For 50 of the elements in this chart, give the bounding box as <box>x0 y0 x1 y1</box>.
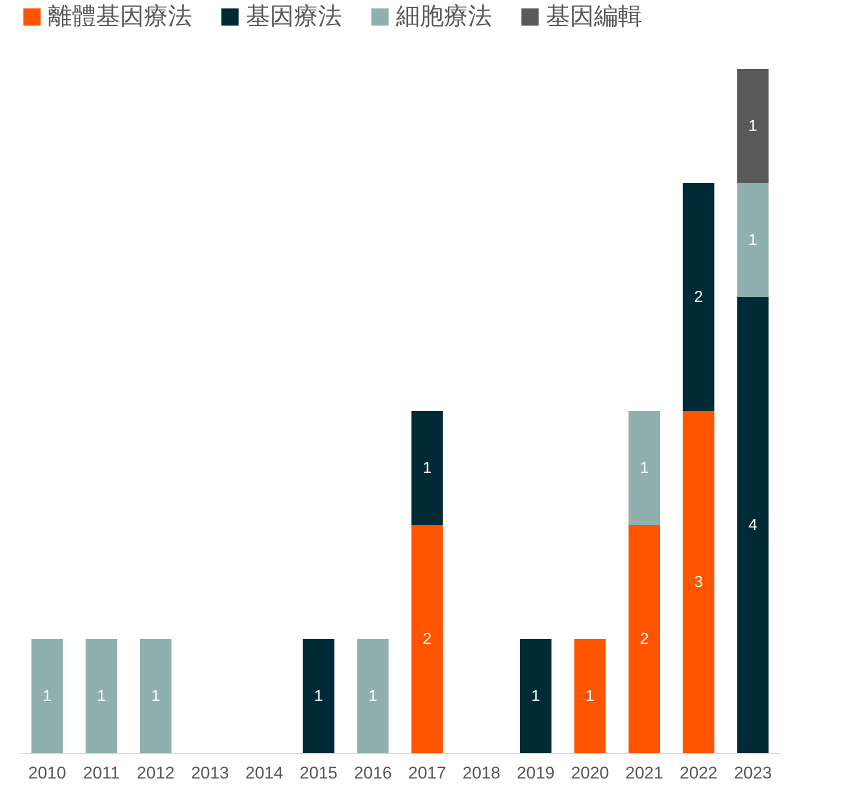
bar <box>737 69 769 183</box>
data-label: 1 <box>368 688 378 705</box>
data-label: 1 <box>314 688 324 705</box>
x-tick-label: 2012 <box>136 764 175 782</box>
bar <box>140 639 172 753</box>
data-label: 1 <box>748 118 758 135</box>
x-tick-label: 2020 <box>571 764 609 782</box>
legend-label: 離體基因療法 <box>48 3 192 30</box>
x-tick-label: 2021 <box>625 764 664 782</box>
x-tick-label: 2013 <box>191 764 229 782</box>
data-label: 1 <box>422 460 432 477</box>
data-label: 2 <box>694 289 704 306</box>
bar <box>737 183 769 297</box>
bar <box>411 411 443 525</box>
bar <box>357 639 389 753</box>
data-label: 4 <box>748 517 758 534</box>
bar <box>737 297 769 753</box>
data-label: 2 <box>422 631 432 648</box>
bar <box>302 639 334 753</box>
x-tick-label: 2019 <box>516 764 555 782</box>
data-label: 1 <box>640 460 649 477</box>
x-tick-label: 2017 <box>408 764 446 782</box>
x-tick-label: 2010 <box>28 764 66 782</box>
legend-label: 基因療法 <box>246 3 342 30</box>
data-label: 1 <box>586 688 595 705</box>
bar <box>520 639 552 753</box>
x-tick-label: 2018 <box>462 764 500 782</box>
data-label: 1 <box>748 232 758 249</box>
bar <box>628 525 660 753</box>
x-tick-label: 2023 <box>734 764 772 782</box>
data-label: 1 <box>531 688 540 705</box>
legend-label: 細胞療法 <box>395 3 492 30</box>
x-tick-label: 2011 <box>83 764 120 782</box>
bar <box>682 183 714 411</box>
x-tick-label: 2022 <box>680 764 718 782</box>
data-label: 1 <box>151 688 160 705</box>
bar <box>411 525 443 753</box>
legend-label: 基因編輯 <box>546 3 642 30</box>
data-label: 1 <box>42 688 52 705</box>
bar <box>628 411 660 525</box>
x-tick-label: 2015 <box>300 764 338 782</box>
data-label: 1 <box>96 688 106 705</box>
bar <box>31 639 63 753</box>
x-tick-label: 2014 <box>245 764 284 782</box>
data-label: 3 <box>694 574 704 591</box>
bar <box>574 639 606 753</box>
bar <box>86 639 118 753</box>
x-tick-label: 2016 <box>354 764 392 782</box>
data-label: 2 <box>640 631 649 648</box>
bar <box>682 411 714 753</box>
